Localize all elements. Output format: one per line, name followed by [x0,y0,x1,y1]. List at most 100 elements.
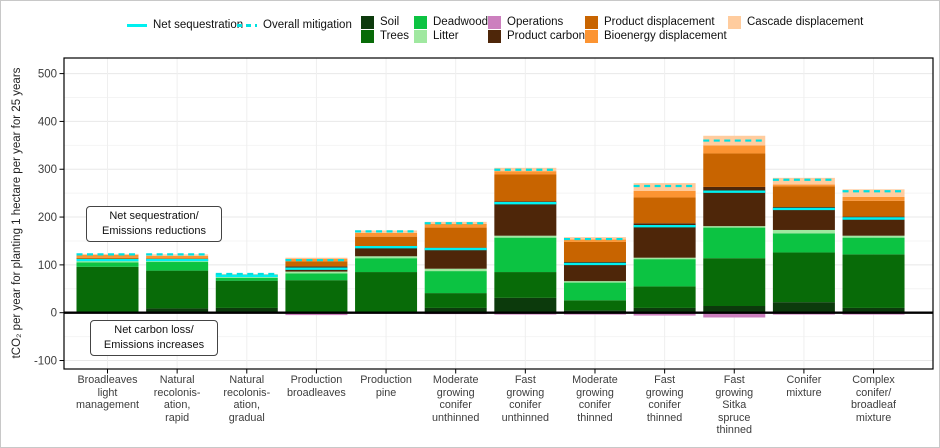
x-tick-label: Fast growing conifer unthinned [501,374,550,424]
y-tick-label: 300 [38,164,57,176]
bar-segment-deadwood [703,227,766,259]
bar-segment-trees [772,252,835,303]
legend-swatch-product-carbon [488,29,501,43]
x-tick-label: Complex conifer/ broadleaf mixture [851,374,897,424]
bar-segment-cascade-displacement [772,177,835,185]
bar-segment-deadwood [215,277,278,281]
bar-segment-product-displacement [772,186,835,208]
bar-segment-litter [772,229,835,234]
bar-segment-cascade-displacement [146,254,209,256]
bar-segment-deadwood [772,233,835,253]
bar-segment-product-displacement [494,174,557,202]
bar-segment-cascade-displacement [76,253,139,255]
bar-segment-bioenergy-displacement [563,239,626,242]
x-tick-label: Moderate growing conifer unthinned [431,374,480,424]
bar-segment-product-displacement [633,197,696,224]
legend-item-trees: Trees [361,29,409,43]
bar-segment-cascade-displacement [633,183,696,191]
y-tick-label: -100 [34,356,57,368]
bar-segment-trees [703,258,766,307]
bar-segment-soil [494,297,557,313]
bar-segment-bioenergy-displacement [772,184,835,187]
legend-swatch-operations [488,15,501,29]
x-tick-label: Conifer mixture [786,374,822,399]
legend-swatch-overall-mitigation-dashed-line [237,23,257,27]
bar-segment-cascade-displacement [355,230,418,233]
legend-swatch-cascade-displacement [728,15,741,29]
bar-segment-soil [424,307,487,313]
bar-segment-soil [215,307,278,313]
bar-segment-trees [355,272,418,313]
bar-segment-trees [633,286,696,308]
bar-segment-bioenergy-displacement [494,171,557,175]
bar-segment-deadwood [76,262,139,267]
legend-label: Trees [380,30,409,42]
bar-segment-litter [633,257,696,260]
bar-segment-operations [633,312,696,316]
legend-label: Operations [507,16,564,28]
legend-label: Product carbon [507,30,585,42]
x-tick-label: Production broadleaves [286,374,346,399]
bar-segment-deadwood [285,273,348,281]
bar-segment-trees [494,272,557,298]
bar-segment-product-displacement [703,153,766,187]
bar-segment-bioenergy-displacement [633,190,696,198]
legend-label: Soil [380,16,400,28]
legend-item-litter: Litter [414,29,459,43]
bar-segment-trees [285,280,348,313]
y-tick-label: 100 [38,260,57,272]
panel-border [63,57,934,370]
bar-segment-cascade-displacement [563,237,626,240]
x-tick-label: Fast growing Sitka spruce thinned [715,374,754,436]
y-tick-label: 500 [38,69,57,81]
bar-segment-cascade-displacement [494,167,557,172]
bar-segment-deadwood [494,237,557,273]
bar-segment-deadwood [146,262,209,271]
legend-label: Cascade displacement [747,16,864,28]
bar-segment-product-displacement [285,261,348,267]
bar-segment-deadwood [424,271,487,294]
bar-segment-product-displacement [842,200,905,217]
legend-swatch-deadwood [414,15,427,29]
y-tick-label: 200 [38,212,57,224]
bar-segment-product-carbon [703,186,766,227]
x-tick-label: Moderate growing conifer thinned [572,374,618,424]
bar-segment-cascade-displacement [215,273,278,275]
x-tick-label: Production pine [360,374,412,399]
bar-segment-bioenergy-displacement [285,258,348,262]
legend-item-product-carbon: Product carbon [488,29,585,43]
bar-segment-soil [633,307,696,313]
legend-swatch-bioenergy-displacement [585,29,598,43]
bar-segment-litter [355,256,418,259]
annotation-line: Emissions reductions [102,225,206,237]
bar-segment-product-displacement [76,257,139,260]
y-tick-label: 0 [51,308,57,320]
legend-swatch-litter [414,29,427,43]
bar-segment-litter [76,260,139,263]
x-tick-label: Natural recolonis- ation, gradual [223,374,271,424]
bar-segment-trees [146,270,209,309]
bar-segment-cascade-displacement [424,221,487,224]
bar-segment-cascade-displacement [285,257,348,259]
legend-item-soil: Soil [361,15,399,29]
legend-item-bioenergy-displacement: Bioenergy displacement [585,29,727,43]
bar-segment-bioenergy-displacement [842,196,905,201]
bar-segment-product-carbon [633,223,696,258]
bar-segment-product-carbon [772,207,835,230]
bar-segment-soil [842,307,905,313]
bar-segment-deadwood [563,282,626,301]
bar-segment-product-displacement [424,227,487,248]
annotation-line: Net sequestration/ [109,210,199,222]
bar-segment-bioenergy-displacement [424,223,487,228]
bar-segment-deadwood [842,237,905,255]
bar-segment-product-carbon [355,246,418,257]
bar-segment-bioenergy-displacement [76,254,139,258]
bar-segment-cascade-displacement [703,135,766,146]
bar-segment-litter [424,268,487,272]
legend-item-cascade-displacement: Cascade displacement [728,15,863,29]
bar-segment-litter [842,235,905,238]
annotation-net-sequestration: Net sequestration/ Emissions reductions [86,206,222,242]
legend-label: Overall mitigation [263,19,352,31]
legend-item-overall-mitigation: Overall mitigation [237,18,352,32]
x-tick-label: Natural recolonis- ation, rapid [153,374,201,424]
